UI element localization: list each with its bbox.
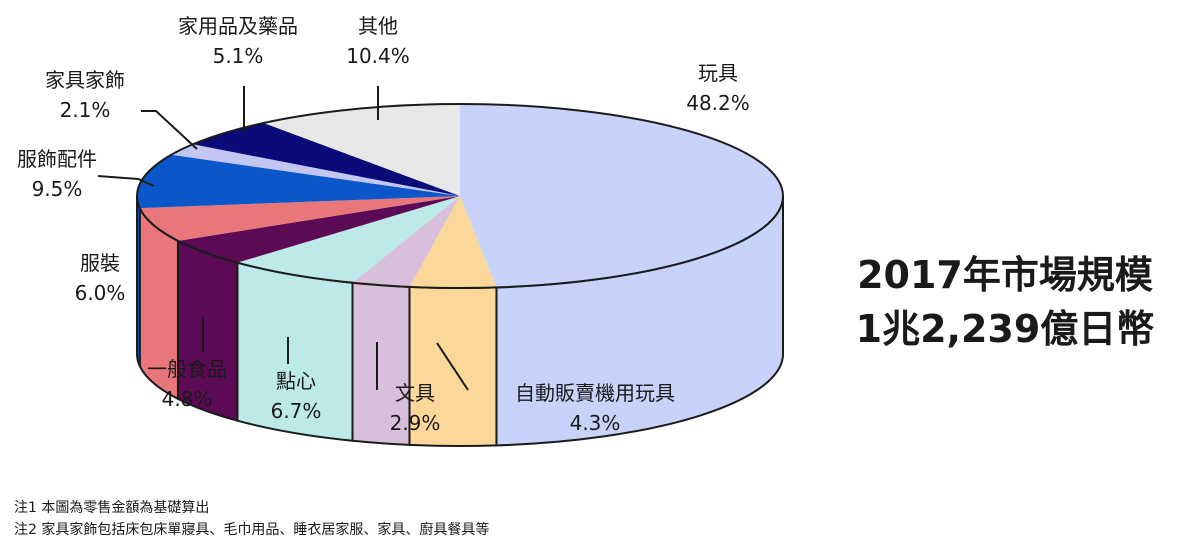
slice-value-2: 2.9% [390,411,441,435]
slice-value-0: 48.2% [686,91,750,115]
chart-title: 2017年市場規模 [857,253,1153,297]
chart-subtitle: 1兆2,239億日幣 [855,307,1155,351]
slice-6 [136,154,460,209]
slice-side-6 [136,195,141,367]
slice-9 [263,104,460,196]
pie-sides [136,195,784,447]
slice-value-6: 9.5% [32,177,83,201]
slice-value-9: 10.4% [346,44,410,68]
footnote-1: 注1 本圖為零售金額為基礎算出 [14,500,210,516]
slice-7 [171,144,460,196]
slice-label-1: 自動販賣機用玩具 [515,381,675,405]
pie-outline [136,103,784,289]
leader-lines [97,86,469,391]
slice-label-4: 一般食品 [147,357,227,381]
footnote-2: 注2 家具家飾包括床包床單寢具、毛巾用品、睡衣居家服、家具、廚具餐具等 [14,522,490,538]
leader-line-1 [436,342,469,391]
slice-label-9: 其他 [358,14,398,38]
slice-value-1: 4.3% [570,411,621,435]
slice-0 [460,104,784,288]
leader-line-6 [97,175,155,187]
slice-label-7: 家具家飾 [45,68,125,92]
slice-8 [192,122,461,196]
slice-value-7: 2.1% [60,98,111,122]
slice-3 [237,196,460,283]
pie-top-slices [136,103,784,289]
chart-title-block: 2017年市場規模 1兆2,239億日幣 [835,248,1175,356]
leader-line-7 [141,110,198,150]
slice-label-0: 玩具 [698,61,738,85]
slice-labels: 玩具 48.2% 自動販賣機用玩具 4.3% 文具 2.9% 點心 6.7% 一般食品 4.8% 服… [17,14,750,435]
slice-5 [139,196,461,241]
slice-4 [177,196,461,263]
slice-value-8: 5.1% [213,44,264,68]
slice-value-5: 6.0% [75,281,126,305]
slice-label-6: 服飾配件 [17,147,97,171]
footnotes: 注1 本圖為零售金額為基礎算出 注2 家具家飾包括床包床單寢具、毛巾用品、睡衣居… [14,497,489,541]
slice-value-3: 6.7% [271,399,322,423]
slice-2 [352,196,460,287]
slice-label-5: 服裝 [80,251,120,275]
slice-label-2: 文具 [395,381,435,405]
slice-1 [409,196,497,288]
slice-label-3: 點心 [276,369,316,393]
slice-label-8: 家用品及藥品 [178,14,298,38]
slice-value-4: 4.8% [162,387,213,411]
